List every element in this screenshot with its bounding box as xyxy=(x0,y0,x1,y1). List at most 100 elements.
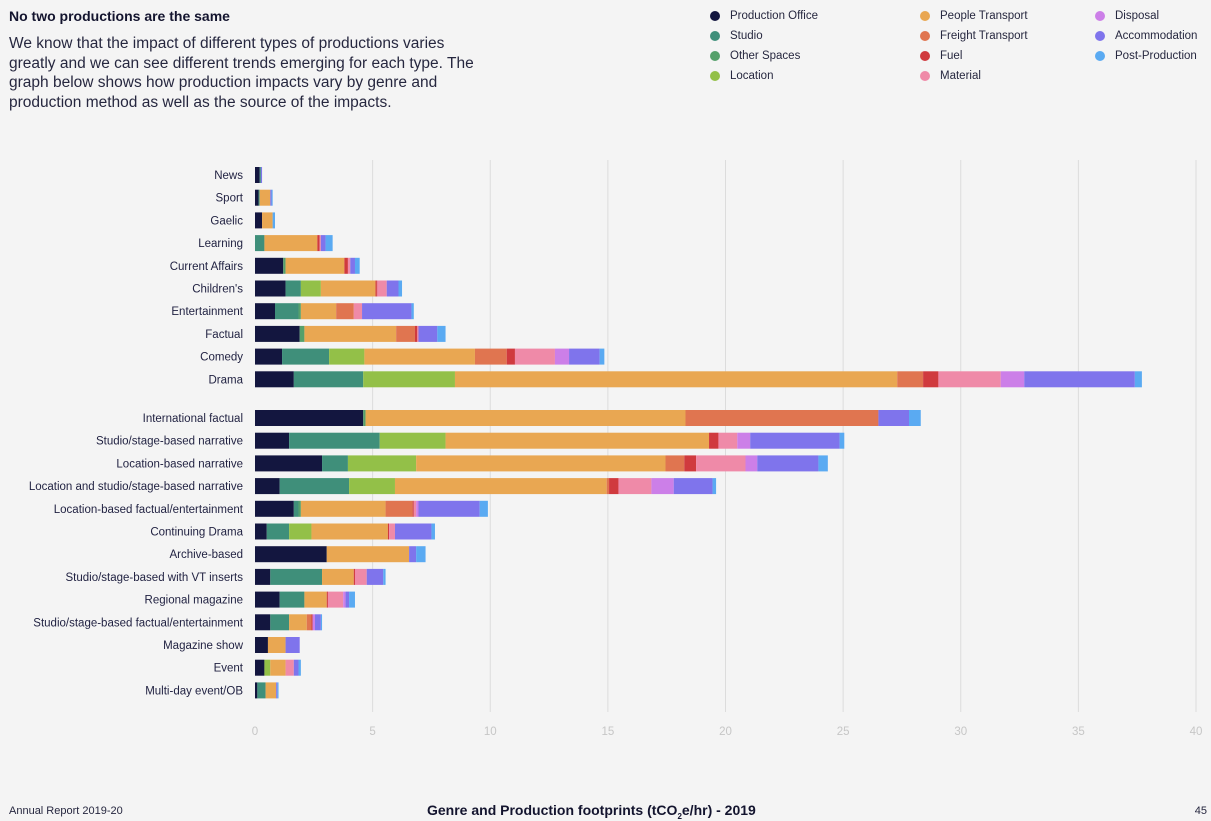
chart-legend: Production Office Studio Other Spaces Locat… xyxy=(710,10,1210,90)
bar-segment xyxy=(293,371,364,388)
bar-segment xyxy=(383,568,386,585)
bar-segment xyxy=(289,523,312,540)
intro-paragraph: We know that the impact of different typ… xyxy=(9,35,474,111)
legend-label: Location xyxy=(730,70,774,82)
bar-segment xyxy=(319,235,321,252)
category-label: Magazine show xyxy=(163,640,244,652)
bar-segment xyxy=(300,303,337,320)
bar-segment xyxy=(569,348,600,365)
bar-segment xyxy=(300,280,321,297)
bar-segment xyxy=(255,546,327,563)
legend-label: Material xyxy=(940,70,981,82)
bar-segment xyxy=(276,682,278,699)
bar-segment xyxy=(282,348,330,365)
bar-segment xyxy=(255,478,280,495)
bar-segment xyxy=(312,614,315,631)
bar-segment xyxy=(398,280,403,297)
legend-label: Post-Production xyxy=(1115,50,1197,62)
bar-segment xyxy=(267,637,286,653)
bar-segment xyxy=(320,280,375,297)
bar-segment xyxy=(353,568,355,585)
bar-segment xyxy=(474,348,507,365)
bar-segment xyxy=(417,325,419,342)
bar-segment xyxy=(255,568,271,585)
bar-segment xyxy=(326,546,410,563)
bar-segment xyxy=(413,500,417,517)
x-tick-label: 25 xyxy=(837,726,850,738)
bar-segment xyxy=(262,212,273,229)
bar-segment xyxy=(272,212,275,229)
bar-segment xyxy=(257,682,266,699)
bar-segment xyxy=(343,591,346,608)
bar-segment xyxy=(923,371,939,388)
bar-segment xyxy=(374,280,377,297)
legend-item-studio: Studio xyxy=(710,30,763,42)
legend-label: Freight Transport xyxy=(940,30,1028,42)
bar-segment xyxy=(285,257,345,274)
legend-swatch xyxy=(1095,31,1105,41)
bar-segment xyxy=(1134,371,1142,388)
bar-segment xyxy=(255,455,323,472)
category-label: Factual xyxy=(205,329,243,341)
category-label: Studio/stage-based factual/entertainment xyxy=(33,617,243,629)
bar-segment xyxy=(270,568,323,585)
bar-segment xyxy=(363,410,366,426)
bar-segment xyxy=(277,682,279,699)
category-label: Event xyxy=(214,663,244,675)
bar-segment xyxy=(311,614,313,631)
bar-segment xyxy=(506,348,515,365)
legend-swatch xyxy=(920,71,930,81)
bar-segment xyxy=(618,478,652,495)
bar-segment xyxy=(322,455,348,472)
bar-segment xyxy=(878,410,909,426)
bar-segment xyxy=(379,432,446,449)
bar-segment xyxy=(255,500,294,517)
legend-swatch xyxy=(710,11,720,21)
bar-segment xyxy=(409,546,417,563)
legend-swatch xyxy=(920,31,930,41)
bar-segment xyxy=(259,167,261,183)
bar-segment xyxy=(260,167,263,183)
bar-segment xyxy=(304,591,327,608)
bar-segment xyxy=(377,280,387,297)
bar-segment xyxy=(665,455,685,472)
stacked-bar-chart: 0 5 10 15 20 25 30 35 40 News Sport Gaelic Learning C… xyxy=(29,160,1202,738)
bar-segment xyxy=(293,500,299,517)
bar-segment xyxy=(431,523,435,540)
bar-segment xyxy=(839,432,845,449)
bar-segment xyxy=(274,303,299,320)
category-label: Learning xyxy=(198,238,243,250)
category-label: Current Affairs xyxy=(170,261,244,273)
legend-item-people-transport: People Transport xyxy=(920,10,1028,22)
bar-segment xyxy=(298,659,301,676)
bar-segment xyxy=(897,371,924,388)
legend-item-other-spaces: Other Spaces xyxy=(710,50,800,62)
category-label: Studio/stage-based with VT inserts xyxy=(66,572,244,584)
bar-segment xyxy=(271,189,273,206)
bar-segment xyxy=(354,568,367,585)
category-label: Studio/stage-based narrative xyxy=(96,436,243,448)
x-tick-label: 30 xyxy=(954,726,967,738)
page-number: 45 xyxy=(1194,805,1207,817)
bar-segment xyxy=(298,500,301,517)
bar-segment xyxy=(255,371,294,388)
bar-segment xyxy=(320,614,323,631)
bar-segment xyxy=(311,523,388,540)
legend-swatch xyxy=(1095,51,1105,61)
bar-segment xyxy=(270,614,290,631)
bar-segment xyxy=(651,478,674,495)
legend-item-production-office: Production Office xyxy=(710,10,818,22)
bar-segment xyxy=(320,235,326,252)
legend-label: Fuel xyxy=(940,50,963,62)
bar-segment xyxy=(327,591,344,608)
bar-segment xyxy=(418,325,438,342)
bar-segment xyxy=(354,257,360,274)
bar-segment xyxy=(255,682,258,699)
bar-segment xyxy=(745,455,758,472)
bar-segment xyxy=(255,523,267,540)
bar-segment xyxy=(696,455,746,472)
bar-segment xyxy=(685,410,879,426)
bar-segment xyxy=(366,568,384,585)
category-label: Multi-day event/OB xyxy=(145,685,243,697)
bar-segment xyxy=(514,348,555,365)
